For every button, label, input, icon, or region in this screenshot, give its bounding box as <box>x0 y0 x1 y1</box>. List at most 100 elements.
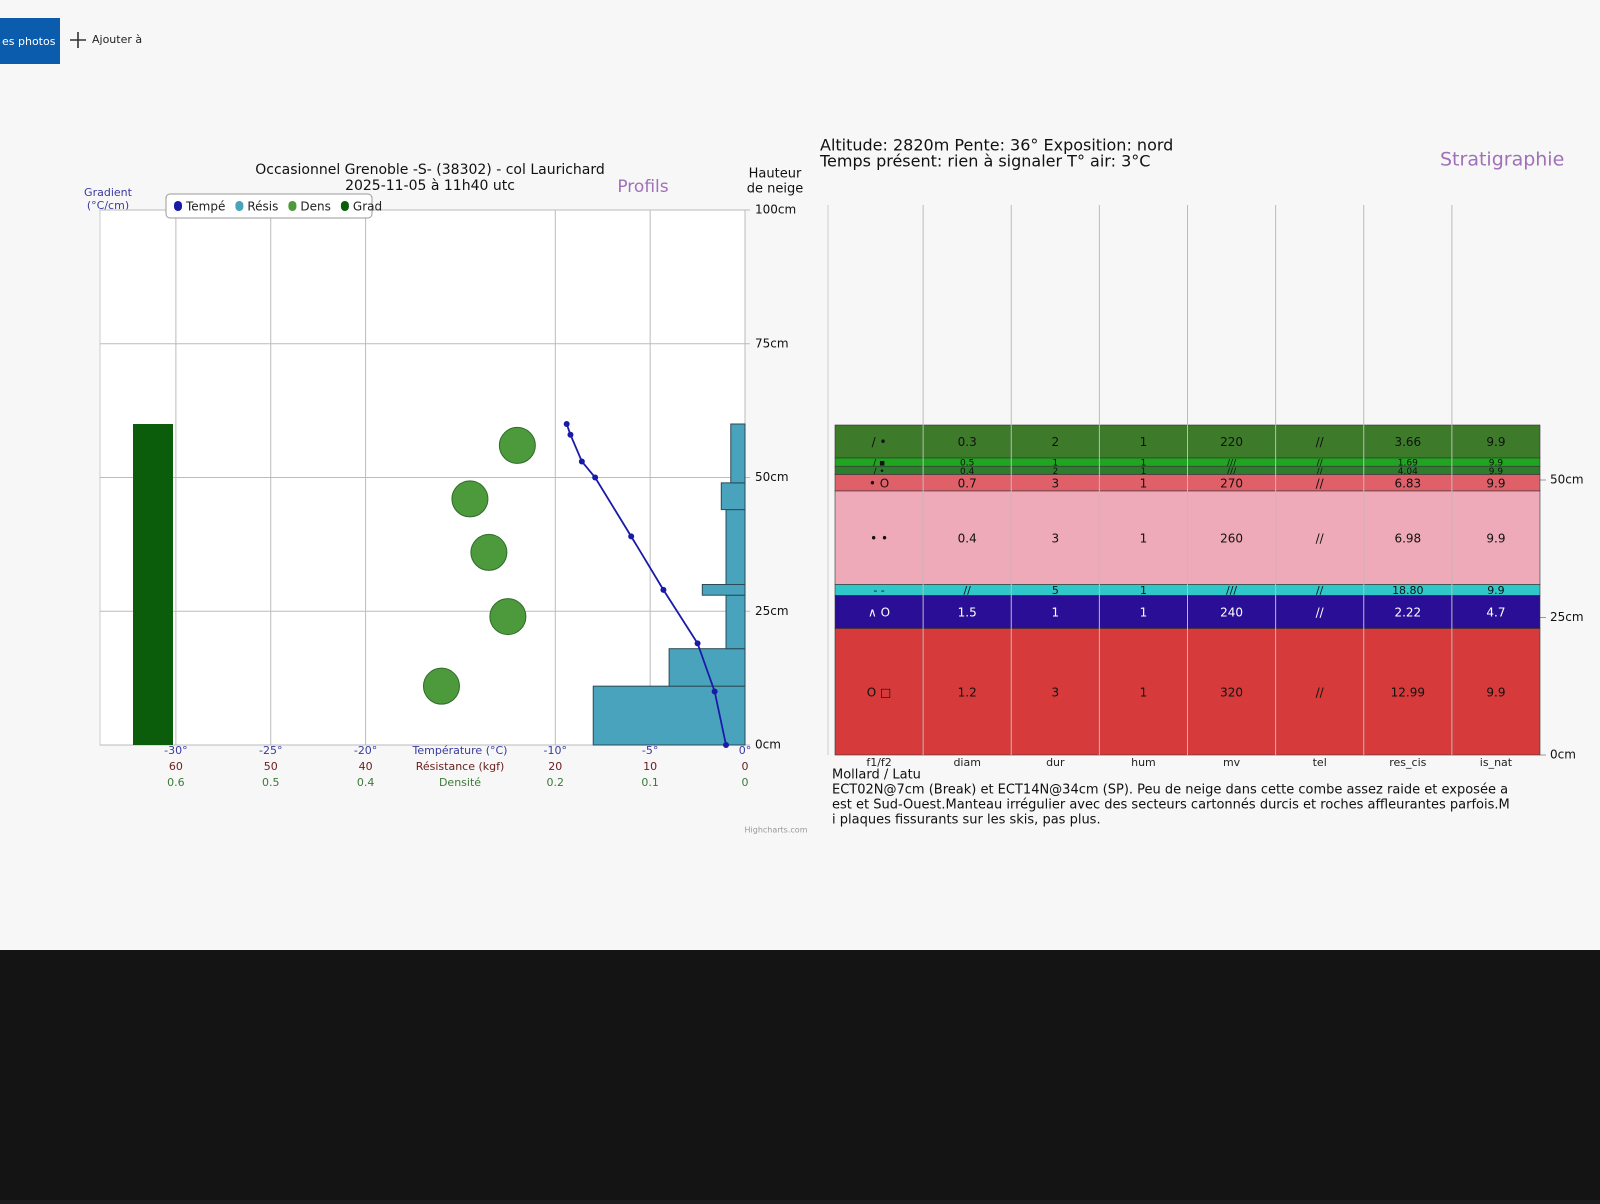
gradient-title: (°C/cm) <box>87 199 129 212</box>
x-tick-label: 40 <box>359 760 373 773</box>
info-line: Altitude: 2820m Pente: 36° Exposition: n… <box>820 136 1173 155</box>
layer-cell: 220 <box>1220 435 1243 449</box>
x-tick-label: 0.5 <box>262 776 280 789</box>
layer-cell: 1 <box>1140 606 1148 620</box>
legend-label: Grad <box>353 200 382 214</box>
layer-cell: 1.69 <box>1398 459 1418 469</box>
tab[interactable] <box>0 18 60 64</box>
x-tick-label: 10 <box>643 760 657 773</box>
x-tick-label: -10° <box>544 744 567 757</box>
layer-cell: 9.9 <box>1489 459 1504 469</box>
layer-cell: 9.9 <box>1486 476 1505 490</box>
resistance-step <box>701 584 746 596</box>
x-tick-label: 0.1 <box>641 776 659 789</box>
y-tick-label: 0cm <box>1550 748 1576 762</box>
layer-cell: 6.98 <box>1394 531 1421 545</box>
add-icon[interactable] <box>70 32 86 48</box>
resistance-step <box>725 594 746 650</box>
resistance-step <box>720 482 746 511</box>
chart-subtitle: 2025-11-05 à 11h40 utc <box>345 178 515 194</box>
layer-cell: • • <box>870 531 888 545</box>
y-tick-label: 25cm <box>1550 610 1584 624</box>
y-tick-label: 50cm <box>1550 473 1584 487</box>
legend-swatch <box>235 201 244 211</box>
layer-cell: 1 <box>1140 531 1148 545</box>
column-label: dur <box>1046 756 1065 769</box>
temperature-point <box>567 431 574 438</box>
x-tick-label: -5° <box>642 744 658 757</box>
layer-cell: 9.9 <box>1487 584 1505 597</box>
layer-cell: 4.04 <box>1398 467 1418 477</box>
y-tick-label: 75cm <box>755 336 789 350</box>
layer-cell: /// <box>1227 459 1237 469</box>
chart-title: Occasionnel Grenoble -S- (38302) - col L… <box>255 162 605 178</box>
column-label: diam <box>953 756 981 769</box>
layer-cell: 0.5 <box>960 459 974 469</box>
layer-cell: // <box>1317 467 1324 477</box>
layer-cell: 18.80 <box>1392 584 1424 597</box>
layer-cell: 1 <box>1140 584 1147 597</box>
legend-swatch <box>288 201 297 211</box>
layer-cell: 2 <box>1051 435 1059 449</box>
column-label: mv <box>1223 756 1241 769</box>
legend-label: Tempé <box>185 200 225 214</box>
layer-cell: // <box>1316 531 1325 545</box>
layer-cell: 320 <box>1220 685 1243 699</box>
x-axis-title: Température (°C) <box>412 744 508 757</box>
layer-cell: 1 <box>1140 476 1148 490</box>
layer-cell: 5 <box>1052 584 1059 597</box>
legend-box <box>165 193 373 219</box>
temperature-point <box>694 640 701 647</box>
add-label[interactable]: Ajouter à <box>92 33 142 46</box>
observer: Mollard / Latu <box>832 768 921 783</box>
layer-cell: 1 <box>1140 435 1148 449</box>
tab-label[interactable]: es photos <box>2 35 56 48</box>
layer-cell: /// <box>1226 584 1237 597</box>
temperature-point <box>578 458 585 465</box>
layer-cell: // <box>1316 584 1324 597</box>
layer-cell: • O <box>869 476 889 490</box>
gradient-title: Gradient <box>84 186 133 199</box>
x-tick-label: 0 <box>742 760 749 773</box>
x-axis-title: Densité <box>439 776 481 789</box>
temperature-point <box>723 742 730 748</box>
x-tick-label: 0.2 <box>547 776 565 789</box>
x-axis-title: Résistance (kgf) <box>416 760 505 773</box>
layer-cell: 260 <box>1220 531 1243 545</box>
column-label: hum <box>1131 756 1156 769</box>
legend-label: Dens <box>300 200 330 214</box>
layer-cell: / ▪ <box>873 459 885 469</box>
density-point <box>498 426 536 464</box>
gradient-bar <box>133 424 173 745</box>
y-tick-label: 100cm <box>755 203 796 217</box>
layer-cell: // <box>1317 459 1324 469</box>
layer-cell: 3 <box>1051 531 1059 545</box>
density-point <box>422 667 460 705</box>
x-tick-label: -30° <box>164 744 187 757</box>
density-point <box>451 480 489 518</box>
x-tick-label: 50 <box>264 760 278 773</box>
y-tick-label: 25cm <box>755 604 789 618</box>
comment-line: i plaques fissurants sur les skis, pas p… <box>832 813 1101 828</box>
column-label: f1/f2 <box>866 756 891 769</box>
temperature-point <box>628 533 635 540</box>
density-point <box>470 533 508 571</box>
layer-cell: 3.66 <box>1394 435 1421 449</box>
layer-cell: 9.9 <box>1486 531 1505 545</box>
resistance-step <box>725 509 746 586</box>
temperature-point <box>592 474 599 481</box>
y-tick-label: 0cm <box>755 738 781 752</box>
layer-cell: 2.22 <box>1394 606 1421 620</box>
layer-cell: O □ <box>867 685 892 699</box>
layer-cell: 2 <box>1052 467 1058 477</box>
y-tick-label: 50cm <box>755 470 789 484</box>
layer-cell: 0.7 <box>958 476 977 490</box>
layer-cell: 1 <box>1052 459 1058 469</box>
x-tick-label: 0.6 <box>167 776 185 789</box>
comment-line: est et Sud-Ouest.Manteau irrégulier avec… <box>832 798 1510 813</box>
layer-cell: 4.7 <box>1486 606 1505 620</box>
x-tick-label: 0.4 <box>357 776 375 789</box>
density-point <box>489 598 527 636</box>
